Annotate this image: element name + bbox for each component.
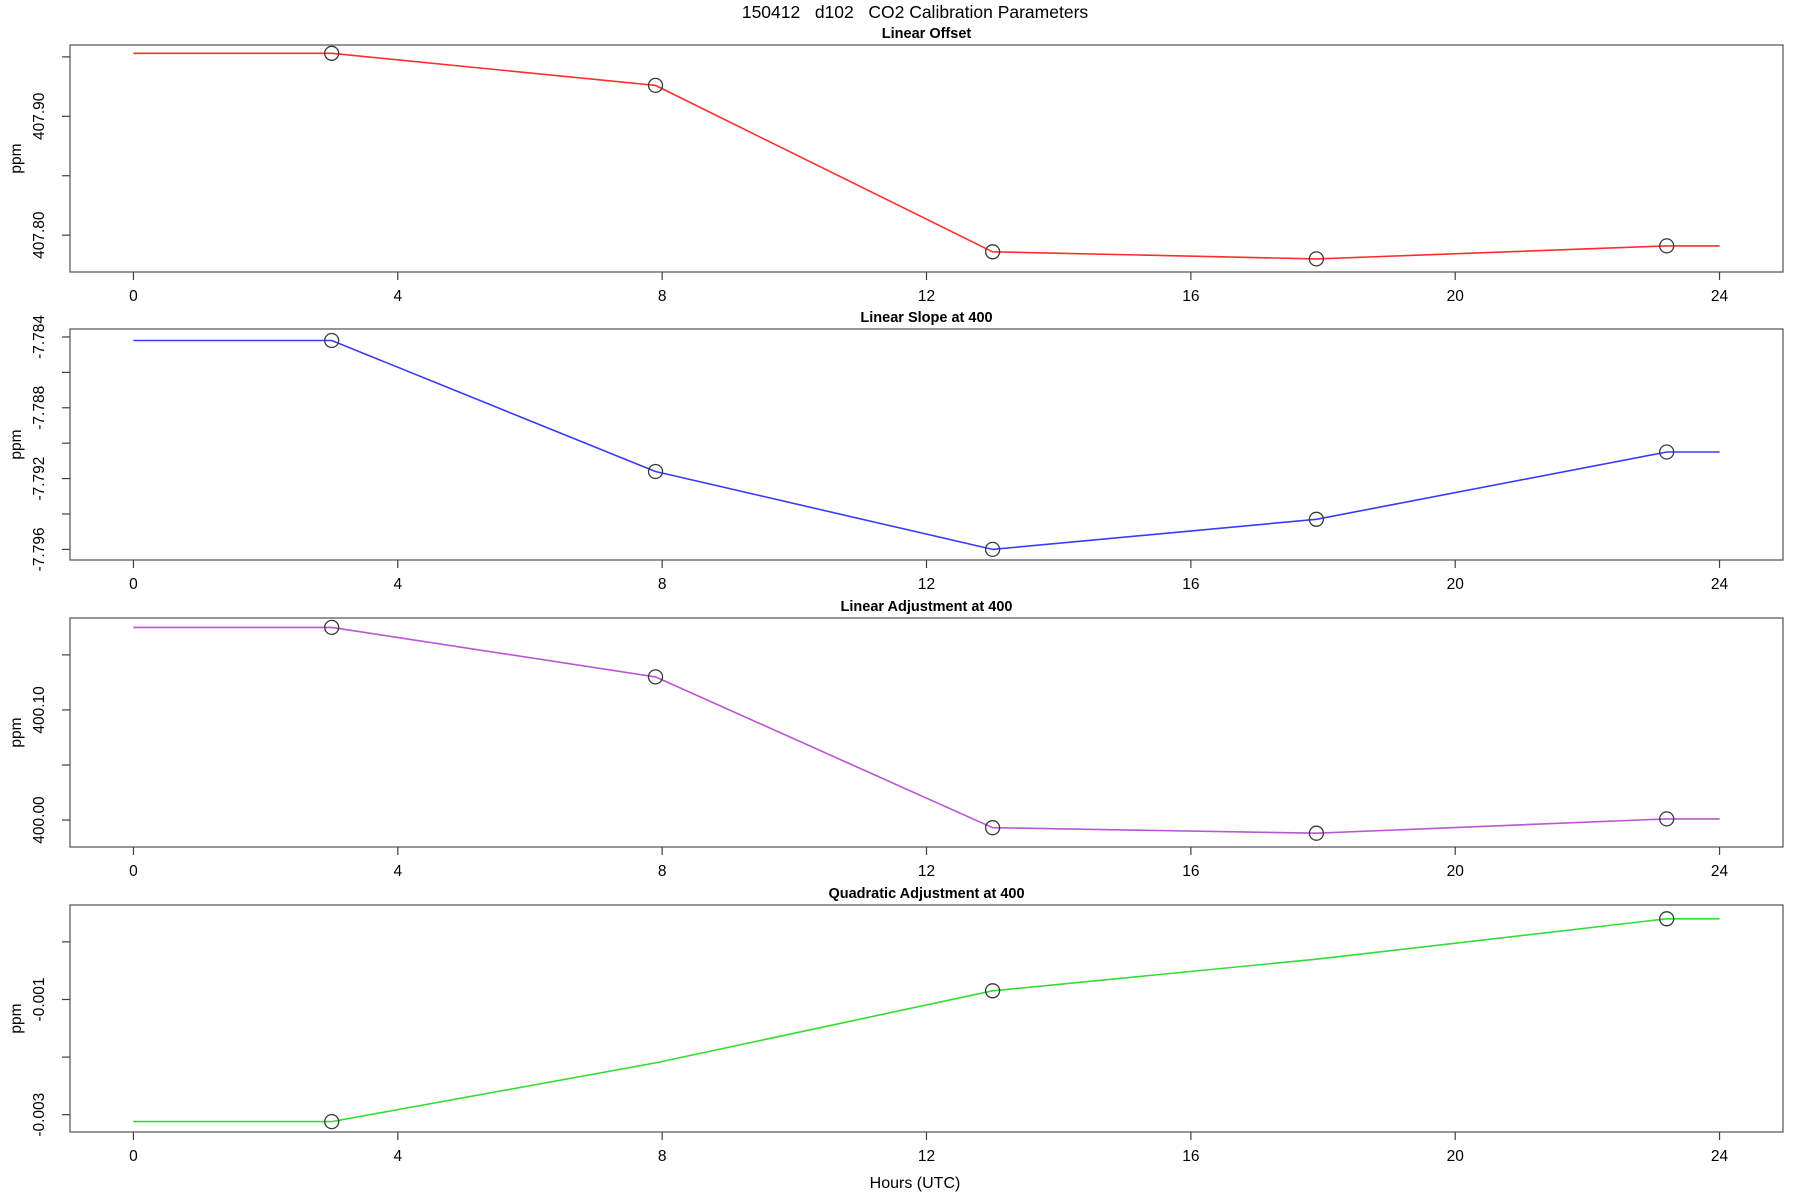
data-point-marker <box>1659 811 1675 827</box>
data-point-marker <box>984 244 1001 260</box>
panel-linear-adjustment: Linear Adjustment at 400 ppm 0 4 8 12 16 20 24… <box>8 599 1784 880</box>
panel-linear-offset: Linear Offset ppm 0 4 8 12 16 20 24 407.80 407.9… <box>8 26 1784 305</box>
y-tick-label: 407.90 <box>31 92 48 140</box>
data-point-marker <box>647 77 664 94</box>
y-axis-label: ppm <box>8 143 25 173</box>
panel-title: Linear Offset <box>882 26 972 42</box>
data-point-marker <box>984 820 1001 836</box>
x-tick-label: 0 <box>129 288 138 305</box>
y-tick-label: 407.80 <box>31 211 48 259</box>
plot-area: 0 4 8 12 16 20 24 407.80 407.90 <box>31 45 1729 305</box>
x-tick-label: 8 <box>658 576 667 593</box>
x-tick-label: 24 <box>1711 863 1729 880</box>
x-tick-label: 4 <box>393 1148 402 1165</box>
series-line <box>133 626 1720 835</box>
y-axis-label: ppm <box>8 717 25 747</box>
x-tick-label: 16 <box>1182 1148 1199 1165</box>
series-line <box>133 339 1720 551</box>
x-tick-label: 4 <box>393 576 402 593</box>
x-tick-label: 0 <box>129 863 138 880</box>
y-tick-label: 400.10 <box>31 686 48 734</box>
plot-area: 0 4 8 12 16 20 24 -7.784 -7.788 -7.792 -7.796 <box>31 315 1729 593</box>
x-tick-label: 12 <box>918 288 935 305</box>
x-tick-label: 8 <box>658 1148 667 1165</box>
y-axis-label: ppm <box>8 429 25 459</box>
y-tick-label: -7.788 <box>31 386 48 430</box>
x-tick-label: 8 <box>658 288 667 305</box>
panel-quadratic-adjustment: Quadratic Adjustment at 400 ppm 0 4 8 12 16 2… <box>8 886 1784 1165</box>
data-point-marker <box>1659 444 1675 460</box>
x-tick-label: 12 <box>918 1148 935 1165</box>
x-tick-label: 20 <box>1447 288 1465 305</box>
data-point-marker <box>1308 251 1325 267</box>
data-point-marker <box>1308 825 1325 841</box>
x-tick-label: 16 <box>1182 576 1199 593</box>
plot-box <box>69 44 1784 273</box>
x-tick-label: 16 <box>1182 863 1199 880</box>
y-axis-label: ppm <box>8 1003 25 1033</box>
x-tick-label: 8 <box>658 863 667 880</box>
panel-linear-slope: Linear Slope at 400 ppm 0 4 8 12 16 20 24 -7.78… <box>8 310 1784 593</box>
x-tick-label: 12 <box>918 576 935 593</box>
data-point-marker <box>324 332 340 349</box>
plot-box <box>69 328 1784 561</box>
plot-area: 0 4 8 12 16 20 24 400.00 400.10 <box>31 619 1729 880</box>
y-tick-label: 400.00 <box>31 796 48 844</box>
data-point-marker <box>324 1113 340 1130</box>
data-point-marker <box>647 669 664 685</box>
data-point-marker <box>1659 911 1675 927</box>
data-point-marker <box>324 45 340 61</box>
plot-box <box>69 617 1784 848</box>
series-line <box>133 52 1720 260</box>
data-point-marker <box>984 983 1001 999</box>
panel-title: Quadratic Adjustment at 400 <box>828 886 1024 902</box>
y-tick-label: -7.796 <box>31 527 48 571</box>
x-tick-label: 0 <box>129 1148 138 1165</box>
x-tick-label: 4 <box>393 288 402 305</box>
plot-area: 0 4 8 12 16 20 24 -0.001 -0.003 <box>31 911 1729 1165</box>
x-tick-label: 20 <box>1447 1148 1465 1165</box>
x-tick-label: 0 <box>129 576 138 593</box>
x-tick-label: 24 <box>1711 576 1729 593</box>
panel-title: Linear Adjustment at 400 <box>841 599 1013 615</box>
x-tick-label: 20 <box>1447 863 1465 880</box>
x-tick-label: 4 <box>393 863 402 880</box>
data-point-marker <box>1308 511 1325 527</box>
series-line <box>133 917 1720 1123</box>
y-tick-label: -7.792 <box>31 457 48 501</box>
plot-box <box>69 904 1784 1133</box>
x-tick-label: 24 <box>1711 1148 1729 1165</box>
panel-title: Linear Slope at 400 <box>860 310 992 326</box>
y-tick-label: -0.003 <box>31 1093 48 1137</box>
data-point-marker <box>1659 238 1675 254</box>
data-point-marker <box>647 463 664 480</box>
x-axis-title: Hours (UTC) <box>870 1175 961 1192</box>
x-tick-label: 24 <box>1711 288 1729 305</box>
x-tick-label: 20 <box>1447 576 1465 593</box>
x-tick-label: 16 <box>1182 288 1199 305</box>
figure-title: 150412 d102 CO2 Calibration Parameters <box>742 2 1089 22</box>
y-tick-label: -7.784 <box>31 315 48 359</box>
data-point-marker <box>324 619 340 636</box>
data-point-marker <box>984 541 1001 558</box>
x-tick-label: 12 <box>918 863 935 880</box>
y-tick-label: -0.001 <box>31 978 48 1022</box>
